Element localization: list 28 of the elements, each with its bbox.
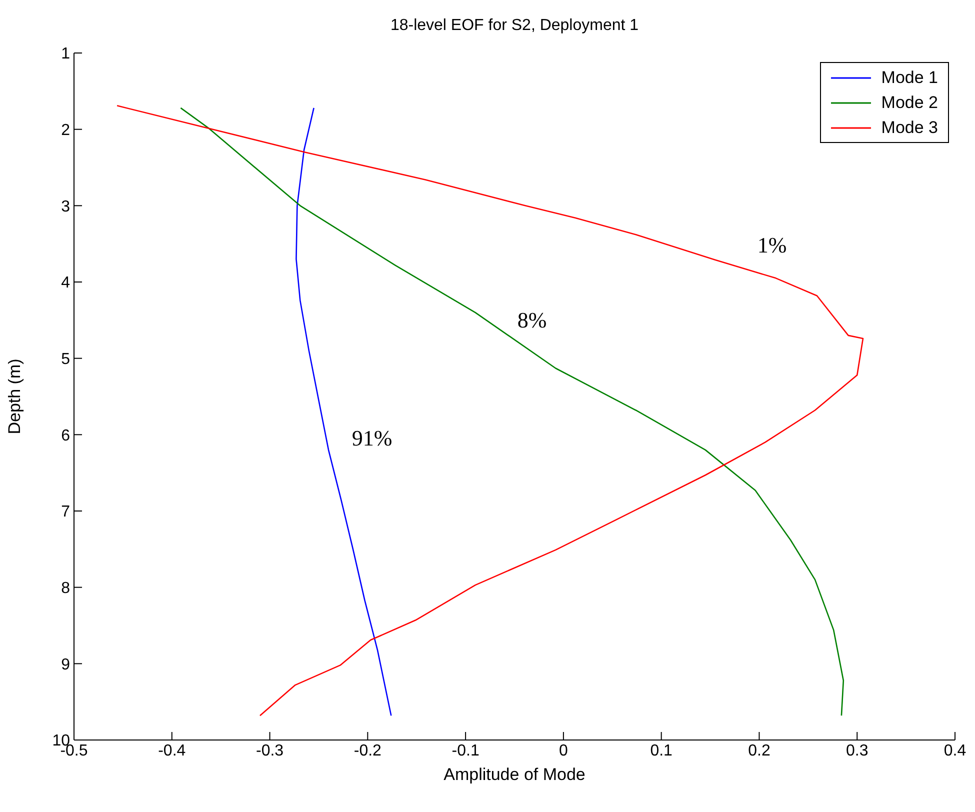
y-tick-label: 3 (61, 198, 70, 216)
y-tick-label: 7 (61, 504, 70, 521)
legend-label: Mode 2 (881, 92, 938, 114)
y-tick-label: 2 (61, 122, 70, 140)
annotation: 1% (757, 232, 787, 258)
x-tick-label: 0.3 (846, 742, 868, 760)
annotation: 8% (517, 308, 547, 332)
x-tick-label: 0.4 (944, 742, 966, 760)
x-tick-label: 0.1 (650, 742, 673, 760)
legend-label: Mode 1 (881, 67, 938, 89)
y-tick-label: 1 (61, 46, 70, 63)
y-tick-label: 6 (61, 427, 70, 444)
y-tick-label: 8 (61, 580, 70, 598)
x-tick-label: -0.1 (452, 742, 480, 760)
x-tick-label: 0 (558, 742, 568, 760)
x-tick-label: -0.3 (256, 742, 284, 760)
y-tick-label: 4 (61, 274, 70, 292)
y-tick-label: 5 (61, 351, 70, 368)
y-axis-title: Depth (m) (5, 358, 24, 434)
x-tick-label: 0.2 (748, 742, 770, 760)
y-tick-label: 9 (61, 656, 70, 674)
line-series (296, 107, 392, 716)
legend-label: Mode 3 (881, 117, 938, 139)
chart-title: 18-level EOF for S2, Deployment 1 (390, 17, 639, 34)
x-tick-label: -0.4 (158, 742, 186, 760)
x-tick-label: -0.2 (354, 742, 382, 760)
annotation: 91% (352, 426, 392, 450)
x-axis-title: Amplitude of Mode (444, 765, 586, 784)
